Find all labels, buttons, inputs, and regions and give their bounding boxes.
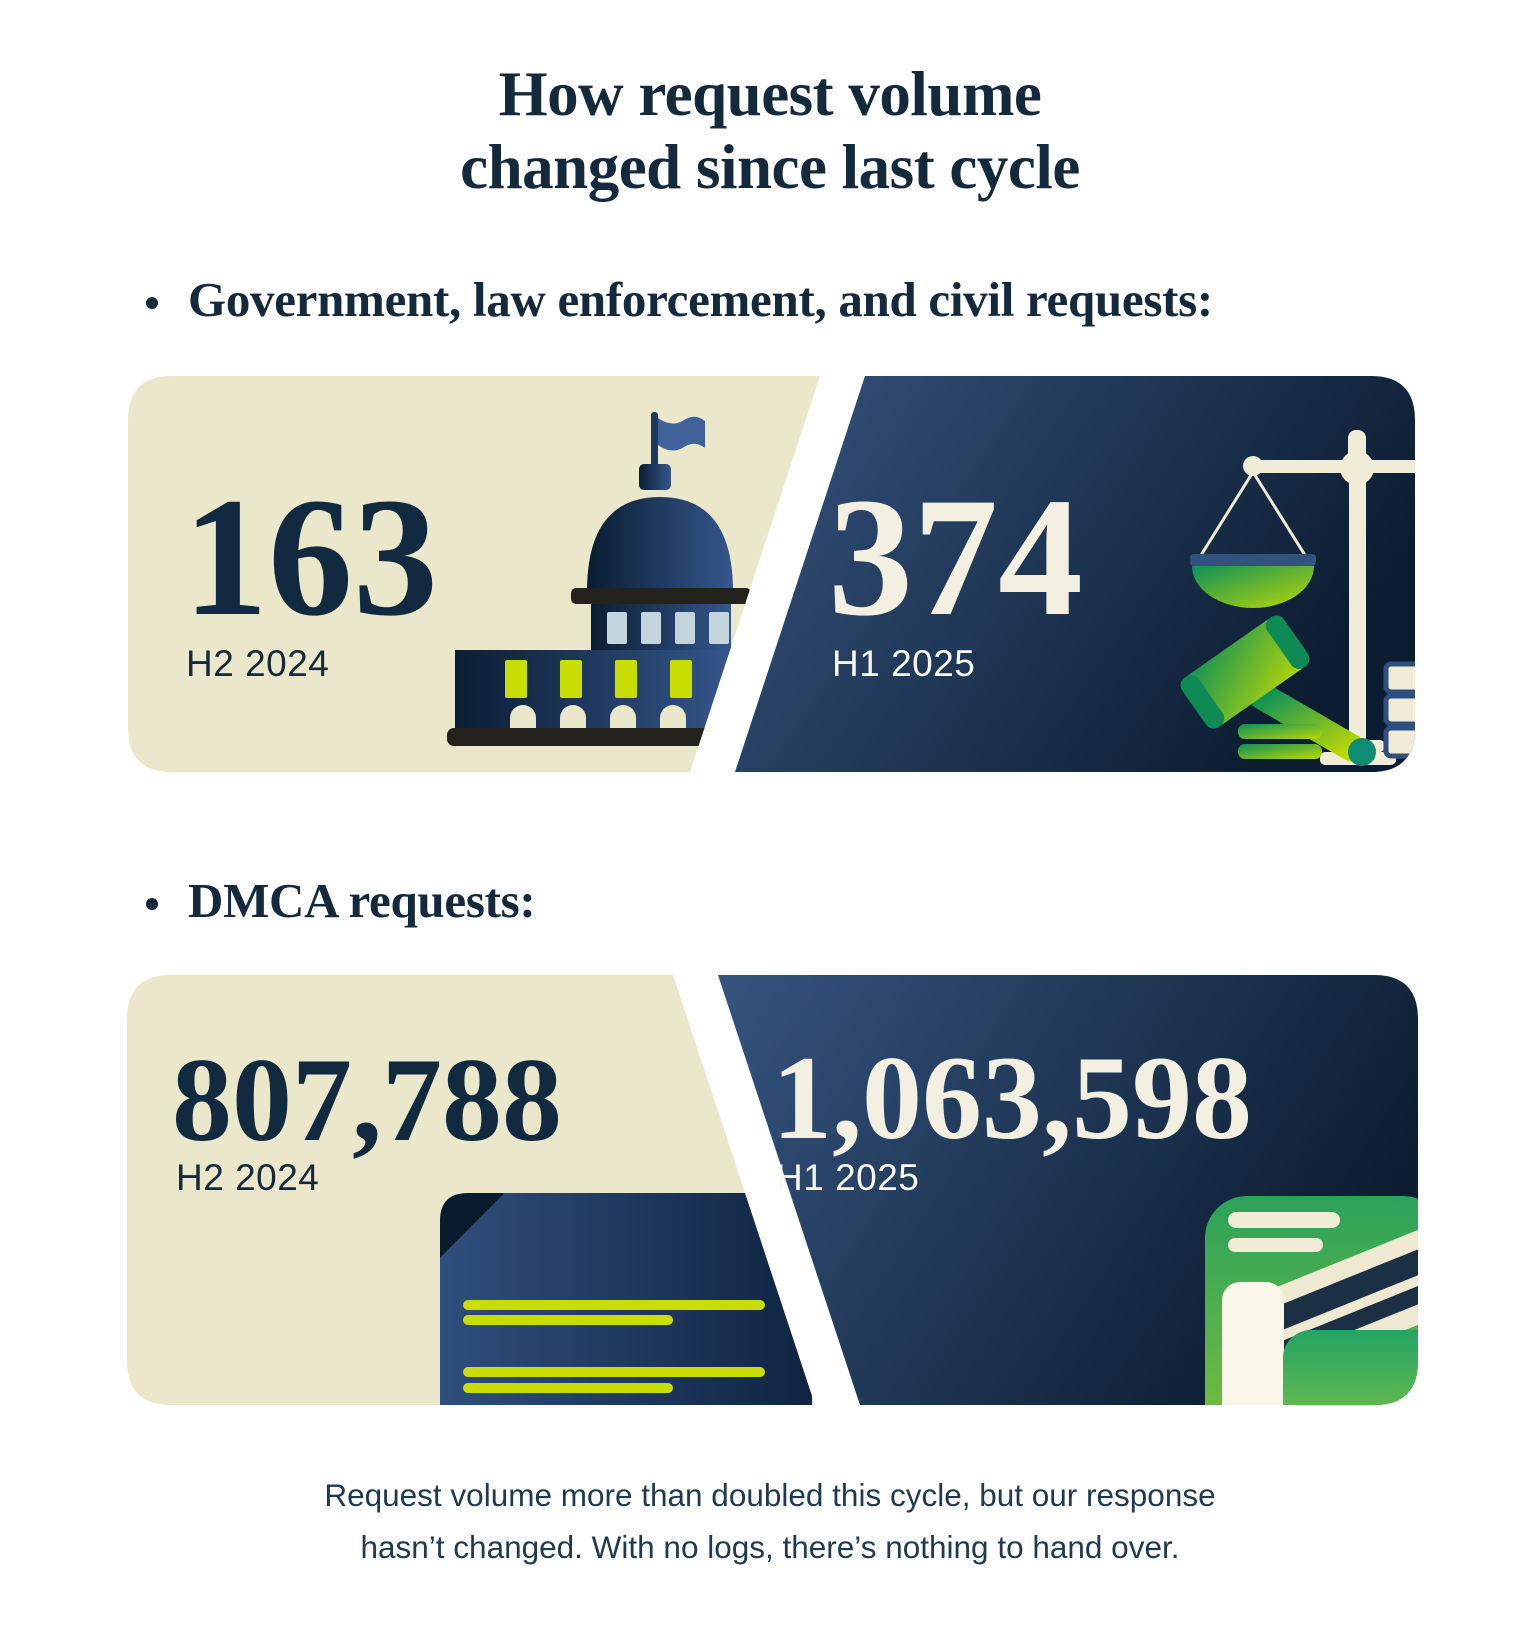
stat-gov-h1-2025-period: H1 2025 <box>832 643 976 684</box>
law-books-icon <box>1383 661 1415 759</box>
bullet-government-requests: Government, law enforcement, and civil r… <box>146 273 1213 327</box>
gavel-icon <box>1180 615 1376 766</box>
scales-icon <box>1190 430 1415 765</box>
stat-dmca-h1-2025-value: 1,063,598 <box>772 1031 1252 1164</box>
page-title: How request volume changed since last cy… <box>0 58 1540 204</box>
stat-dmca-h2-2024-value: 807,788 <box>172 1033 562 1166</box>
bullet-dot-icon <box>146 898 158 910</box>
scales-and-gavel-icon <box>1180 430 1415 766</box>
books-icon <box>1205 1196 1418 1405</box>
footer-line1: Request volume more than doubled this cy… <box>324 1477 1216 1513</box>
stat-gov-h2-2024-period: H2 2024 <box>186 643 330 684</box>
document-icon <box>440 1193 812 1405</box>
footer-line2: hasn’t changed. With no logs, there’s no… <box>360 1529 1180 1565</box>
page-title-line1: How request volume <box>498 59 1042 129</box>
bullet-label: DMCA requests: <box>188 873 536 928</box>
page-title-line2: changed since last cycle <box>460 132 1080 203</box>
stat-gov-h1-2025-value: 374 <box>828 463 1083 651</box>
bullet-label: Government, law enforcement, and civil r… <box>188 272 1213 327</box>
bullet-dot-icon <box>146 297 158 309</box>
bullet-dmca-requests: DMCA requests: <box>146 873 536 928</box>
stat-gov-h2-2024-value: 163 <box>183 463 438 651</box>
stat-dmca-h1-2025-period: H1 2025 <box>776 1157 920 1198</box>
capitol-building-icon <box>447 412 751 746</box>
stat-dmca-h2-2024-period: H2 2024 <box>176 1157 320 1198</box>
footer-caption: Request volume more than doubled this cy… <box>0 1469 1540 1573</box>
